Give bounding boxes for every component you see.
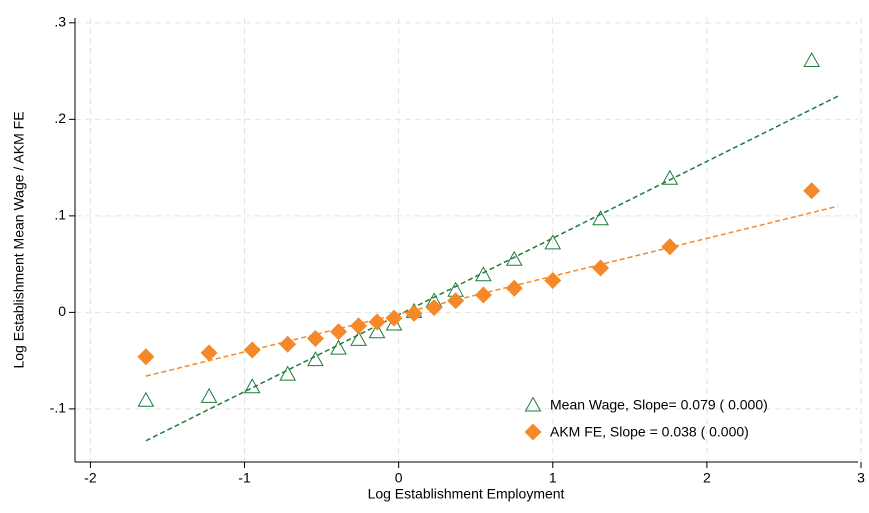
triangle-marker bbox=[307, 351, 324, 367]
diamond-marker bbox=[200, 344, 218, 362]
diamond-marker bbox=[306, 329, 324, 347]
triangle-marker bbox=[137, 391, 155, 407]
diamond-marker bbox=[803, 182, 821, 200]
fit-line bbox=[145, 95, 839, 442]
y-tick-label: 0 bbox=[58, 303, 66, 319]
diamond-marker bbox=[279, 335, 297, 353]
legend-marker bbox=[524, 423, 542, 441]
diamond-marker bbox=[661, 238, 679, 256]
diamond-marker bbox=[505, 279, 523, 297]
triangle-marker bbox=[592, 210, 609, 226]
diamond-marker bbox=[425, 299, 443, 317]
triangle-marker bbox=[200, 387, 218, 403]
y-tick-label: .1 bbox=[54, 207, 66, 223]
diamond-marker bbox=[350, 317, 368, 335]
y-tick-label: .3 bbox=[54, 14, 66, 30]
legend-label: Mean Wage, Slope= 0.079 ( 0.000) bbox=[550, 397, 768, 413]
triangle-marker bbox=[505, 250, 523, 266]
diamond-marker bbox=[447, 292, 465, 310]
diamond-marker bbox=[243, 341, 261, 359]
triangle-marker bbox=[350, 330, 367, 346]
x-tick-label: -2 bbox=[84, 470, 97, 486]
diamond-marker bbox=[330, 323, 348, 341]
triangle-marker bbox=[243, 378, 261, 394]
fit-line bbox=[145, 205, 839, 377]
triangle-marker bbox=[279, 365, 297, 381]
legend-marker bbox=[524, 396, 542, 412]
diamond-marker bbox=[137, 348, 155, 366]
diamond-marker bbox=[592, 259, 610, 277]
diamond-marker bbox=[544, 272, 562, 290]
triangle-marker bbox=[803, 51, 821, 67]
x-tick-label: -1 bbox=[238, 470, 251, 486]
triangle-marker bbox=[544, 234, 562, 250]
legend-label: AKM FE, Slope = 0.038 ( 0.000) bbox=[550, 424, 749, 440]
triangle-marker bbox=[475, 266, 492, 282]
triangle-marker bbox=[368, 323, 386, 339]
x-tick-label: 1 bbox=[549, 470, 557, 486]
x-axis-label: Log Establishment Employment bbox=[368, 486, 565, 502]
x-tick-label: 2 bbox=[703, 470, 711, 486]
diamond-marker bbox=[385, 309, 403, 327]
triangle-marker bbox=[385, 315, 403, 331]
y-axis-label: Log Establishment Mean Wage / AKM FE bbox=[11, 111, 27, 368]
y-tick-label: -.1 bbox=[50, 400, 67, 416]
y-tick-label: .2 bbox=[54, 110, 66, 126]
triangle-marker bbox=[661, 169, 679, 185]
diamond-marker bbox=[368, 313, 386, 331]
diamond-marker bbox=[474, 286, 492, 304]
x-tick-label: 0 bbox=[395, 470, 403, 486]
triangle-marker bbox=[330, 339, 347, 355]
x-tick-label: 3 bbox=[857, 470, 865, 486]
diamond-marker bbox=[405, 304, 423, 322]
